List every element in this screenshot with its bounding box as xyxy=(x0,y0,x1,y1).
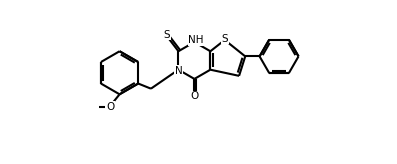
Text: N: N xyxy=(175,66,183,76)
Text: NH: NH xyxy=(188,35,204,45)
Text: O: O xyxy=(190,91,198,101)
Text: S: S xyxy=(164,30,170,40)
Text: O: O xyxy=(106,102,114,112)
Text: S: S xyxy=(222,34,228,44)
